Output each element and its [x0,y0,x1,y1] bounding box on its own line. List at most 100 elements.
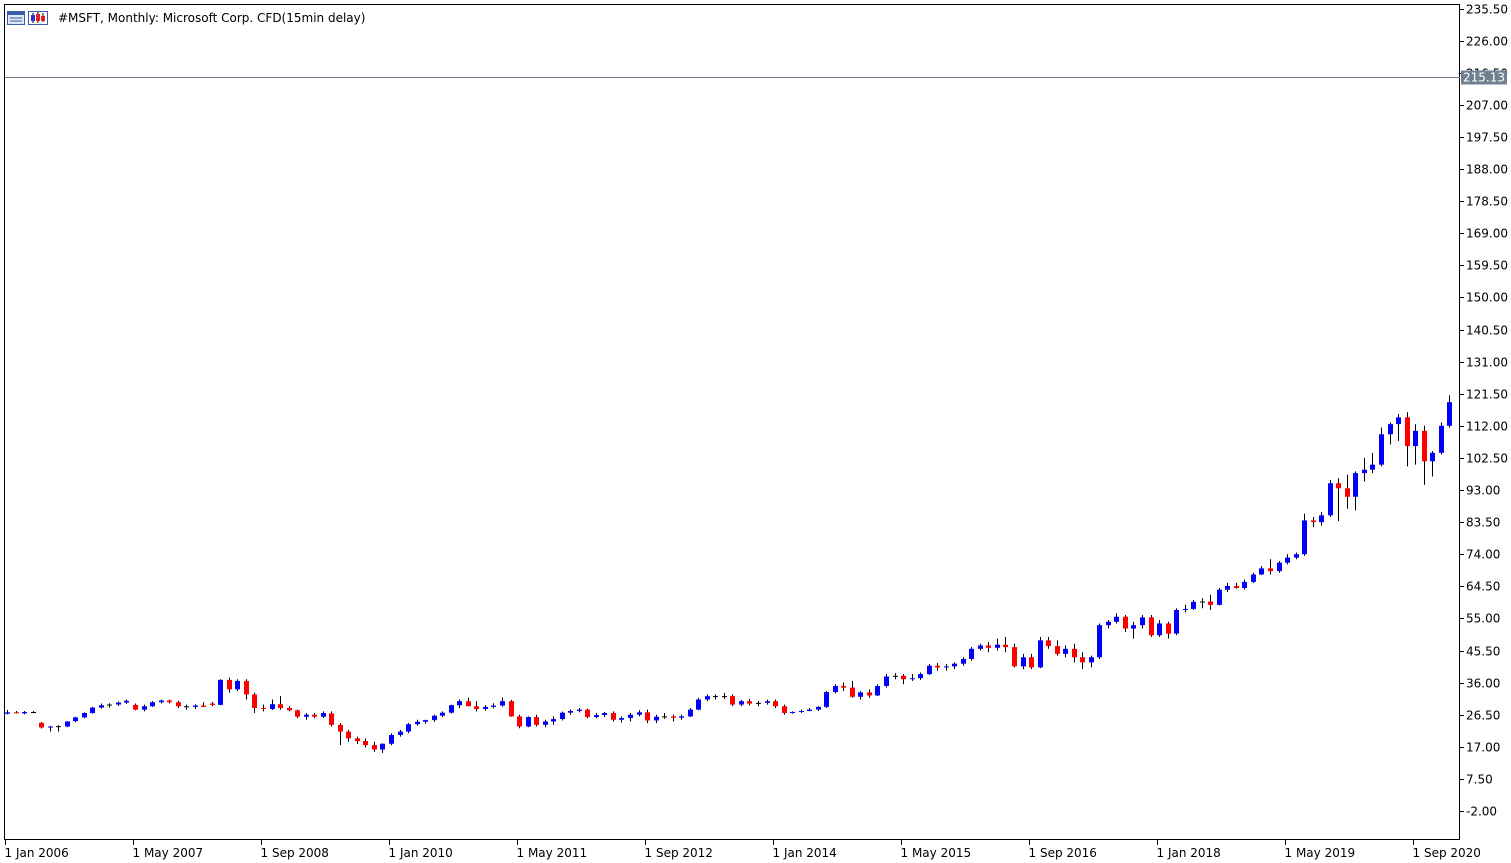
candle-body-bear [517,716,522,727]
candle-body-bull [22,711,27,714]
chart-window-icon[interactable] [7,11,25,25]
candle-body-bull [1430,452,1435,462]
candle [893,673,898,680]
candle-body-bear [782,706,787,714]
candle-body-bear [645,712,650,721]
candle-body-bull [1413,430,1418,447]
candle [1328,479,1333,518]
candle [372,741,377,752]
candle [184,704,189,710]
candle-body-bull [739,701,744,705]
candle-body-bull [5,712,10,714]
candle [287,706,292,712]
candle-body-bull [816,706,821,710]
candle [261,704,266,712]
candle [782,704,787,715]
candle-body-bear [346,731,351,739]
candle-body-bear [1208,601,1213,605]
candle [679,714,684,720]
candle-body-bull [398,731,403,735]
candle [645,709,650,724]
candle [602,711,607,718]
candle-body-bull [1396,417,1401,425]
candle-body-bull [1294,554,1299,558]
candle [824,691,829,708]
candle [312,713,317,719]
candle-body-bull [1038,640,1043,668]
candle [747,698,752,706]
candle-body-bear [1234,585,1239,588]
candle [696,697,701,711]
candle [457,699,462,708]
candle-body-bear [167,700,172,703]
candle [295,709,300,719]
candle [1063,645,1068,658]
candle [82,712,87,719]
candle-body-bear [1336,483,1341,489]
candle-body-bull [978,645,983,649]
candle-body-bear [39,722,44,728]
candle [918,672,923,680]
candle [1319,511,1324,526]
candle [739,699,744,707]
candle [1140,615,1145,629]
candle-body-bear [295,710,300,717]
candle-body-bull [124,700,129,703]
candle [346,729,351,742]
y-tick-label: 55.00 [1466,612,1500,626]
candle [773,699,778,708]
candle-body-bull [90,707,95,714]
candle [944,664,949,671]
candle-body-bear [671,716,676,718]
candle [1038,636,1043,669]
x-tick-label: 1 May 2019 [1285,846,1356,860]
candle-body-bear [1055,646,1060,654]
candle-body-bear [611,713,616,720]
candle [568,709,573,715]
candle-body-bull [790,711,795,714]
candle-body-bear [1080,657,1085,663]
candle-body-bull [380,743,385,750]
candle [654,714,659,724]
candle [56,725,61,732]
candle-body-bull [654,716,659,721]
candle-body-bull [304,714,309,717]
candle [483,705,488,711]
candle [1294,552,1299,560]
candle [978,643,983,651]
candle-body-bull [688,709,693,717]
candle [321,711,326,719]
candle-body-bull [1097,625,1102,658]
y-tick-label: 74.00 [1466,548,1500,562]
candle [278,696,283,710]
candle-body-bull [1089,657,1094,663]
candle [491,703,496,709]
candle-body-bull [406,724,411,732]
candle-body-bull [1447,402,1452,426]
candle [619,716,624,723]
candle [1413,424,1418,465]
candle [713,694,718,700]
candle-body-bear [935,665,940,668]
candle-body-bull [807,709,812,711]
candle [107,703,112,708]
candle-body-bull [321,713,326,717]
candle-body-bull [637,712,642,715]
candles-layer [5,395,1452,753]
candle [389,733,394,746]
candle-body-bull [150,702,155,707]
candle [875,684,880,697]
candle-body-bear [474,706,479,709]
candle-body-bull [457,701,462,706]
candle [1191,599,1196,610]
candle [1080,652,1085,670]
candle-chart-icon[interactable] [28,11,48,25]
x-tick-label: 1 Sep 2008 [261,846,329,860]
candle [611,711,616,722]
y-tick-label: 131.00 [1466,356,1508,370]
candle [1430,451,1435,477]
candle [594,713,599,719]
candle [1353,471,1358,511]
y-tick-label: 102.50 [1466,452,1508,466]
